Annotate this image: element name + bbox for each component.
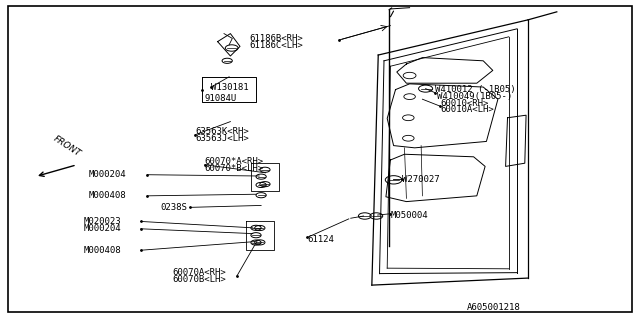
Text: 60010A<LH>: 60010A<LH> [440, 105, 494, 114]
Text: 63563K<RH>: 63563K<RH> [195, 127, 249, 136]
Text: 60010<RH>: 60010<RH> [440, 99, 489, 108]
Text: W410012 (-1B05): W410012 (-1B05) [435, 85, 516, 94]
Text: W130181: W130181 [211, 83, 249, 92]
Text: M050004: M050004 [390, 212, 428, 220]
Text: FRONT: FRONT [51, 134, 82, 158]
Text: 61186B<RH>: 61186B<RH> [250, 34, 303, 43]
Text: 60070*A<RH>: 60070*A<RH> [205, 157, 264, 166]
Text: 60070B<LH>: 60070B<LH> [173, 275, 227, 284]
Text: 61186C<LH>: 61186C<LH> [250, 41, 303, 50]
Text: M000408: M000408 [88, 191, 126, 200]
Text: M000408: M000408 [83, 246, 121, 255]
Text: 60070A<RH>: 60070A<RH> [173, 268, 227, 277]
Text: 91084U: 91084U [205, 94, 237, 103]
Text: M000204: M000204 [83, 224, 121, 233]
Text: A605001218: A605001218 [467, 303, 521, 312]
Text: 0238S: 0238S [160, 203, 187, 212]
Text: M020023: M020023 [83, 217, 121, 226]
Text: W410049(1B05-): W410049(1B05-) [437, 92, 513, 100]
Text: W270027: W270027 [402, 175, 440, 184]
Text: 60070*B<LH>: 60070*B<LH> [205, 164, 264, 173]
Text: 61124: 61124 [307, 236, 334, 244]
Text: M000204: M000204 [88, 170, 126, 179]
Text: 63563J<LH>: 63563J<LH> [195, 134, 249, 143]
